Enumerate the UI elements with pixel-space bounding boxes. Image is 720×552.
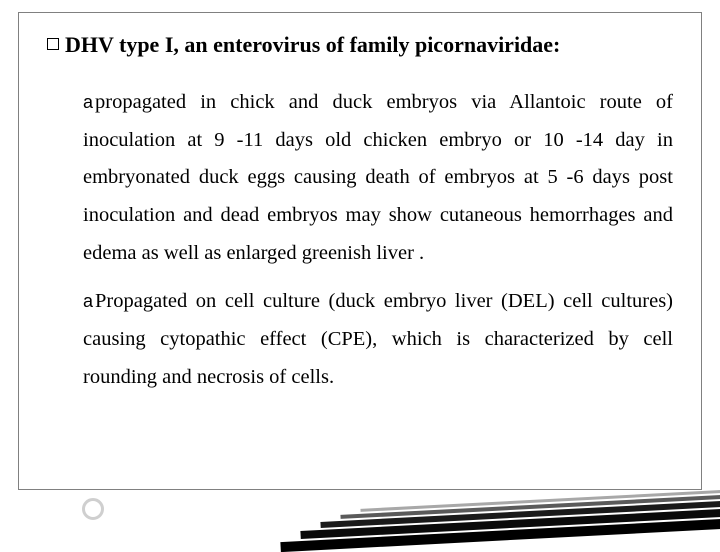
corner-stripes-decoration [300, 480, 720, 540]
ring-decoration-icon [82, 498, 104, 520]
body-block: apropagated in chick and duck embryos vi… [47, 84, 673, 397]
paragraph-2: aPropagated on cell culture (duck embryo… [83, 283, 673, 397]
paragraph-1-text: propagated in chick and duck embryos via… [83, 91, 673, 265]
slide-frame: DHV type I, an enterovirus of family pic… [18, 12, 702, 490]
paragraph-1: apropagated in chick and duck embryos vi… [83, 84, 673, 274]
heading-prefix: DHV [65, 32, 114, 57]
slide-heading: DHV type I, an enterovirus of family pic… [47, 31, 673, 60]
square-bullet-icon [47, 38, 59, 50]
heading-rest: type I, an enterovirus of family picorna… [114, 32, 561, 57]
sub-bullet-icon: a [83, 291, 93, 311]
paragraph-2-text: Propagated on cell culture (duck embryo … [83, 290, 673, 388]
sub-bullet-icon: a [83, 92, 93, 112]
